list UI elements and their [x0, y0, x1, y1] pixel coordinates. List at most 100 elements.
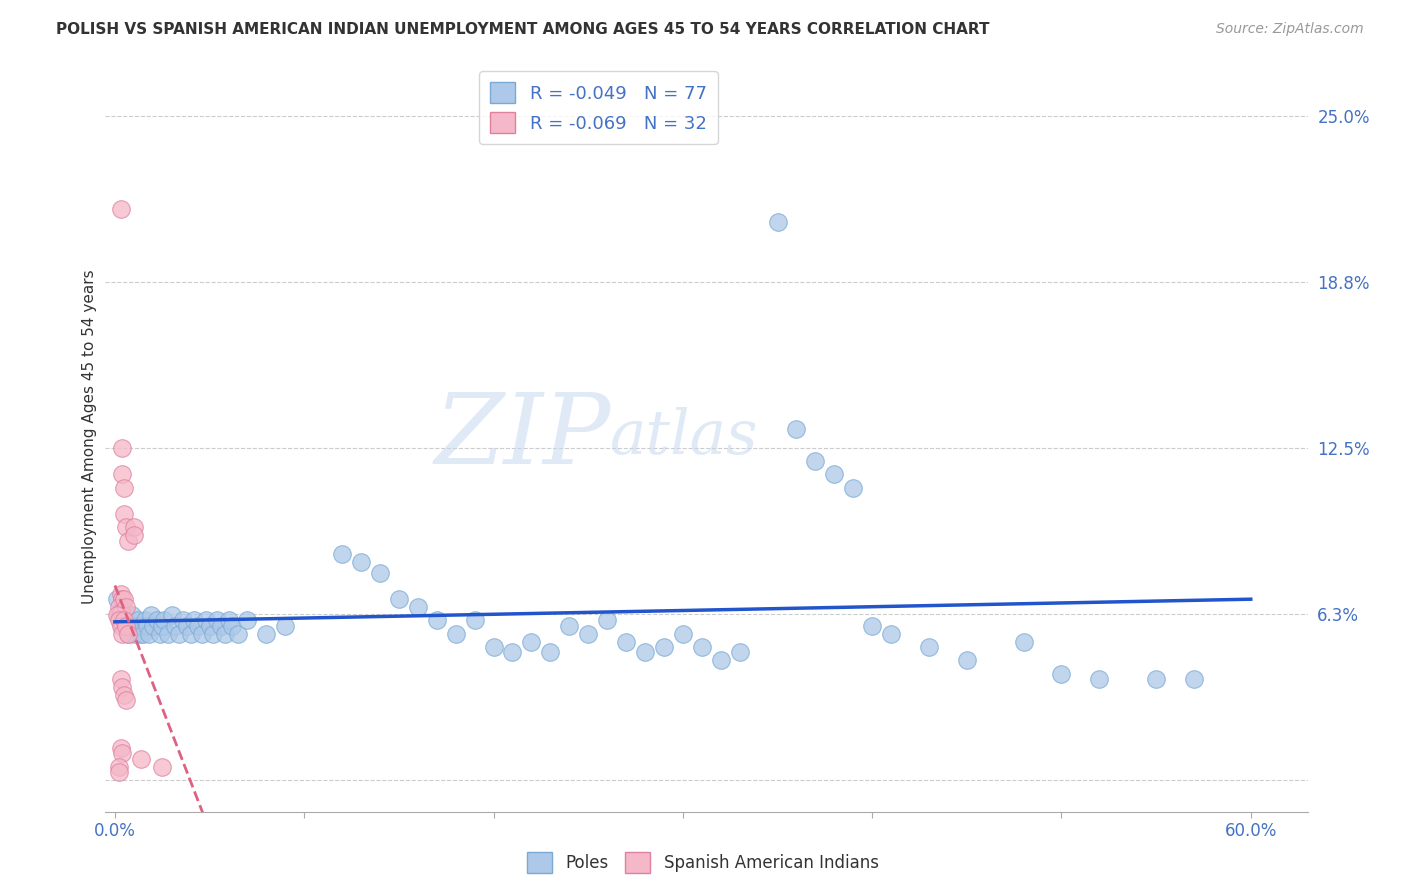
Point	[198, 618, 221, 632]
Legend: Poles, Spanish American Indians: Poles, Spanish American Indians	[520, 846, 886, 880]
Point	[111, 441, 134, 455]
Point	[226, 626, 249, 640]
Point	[112, 481, 135, 495]
Point	[150, 618, 173, 632]
Point	[194, 614, 217, 628]
Point	[107, 608, 129, 623]
Point	[110, 202, 132, 216]
Point	[368, 566, 391, 580]
Text: Source: ZipAtlas.com: Source: ZipAtlas.com	[1216, 22, 1364, 37]
Point	[111, 592, 134, 607]
Point	[131, 618, 153, 632]
Point	[634, 645, 657, 659]
Point	[110, 618, 132, 632]
Point	[122, 528, 145, 542]
Point	[111, 680, 134, 694]
Point	[115, 618, 138, 632]
Point	[218, 614, 240, 628]
Text: atlas: atlas	[610, 407, 759, 467]
Point	[172, 614, 194, 628]
Point	[105, 592, 128, 607]
Point	[149, 626, 172, 640]
Point	[107, 759, 129, 773]
Point	[110, 672, 132, 686]
Point	[111, 626, 134, 640]
Point	[1088, 672, 1111, 686]
Point	[111, 746, 134, 760]
Point	[956, 653, 979, 667]
Point	[710, 653, 733, 667]
Point	[115, 520, 138, 534]
Point	[111, 467, 134, 482]
Point	[501, 645, 523, 659]
Point	[690, 640, 713, 654]
Point	[134, 614, 156, 628]
Point	[132, 626, 155, 640]
Point	[136, 618, 159, 632]
Point	[139, 608, 162, 623]
Point	[330, 547, 353, 561]
Point	[652, 640, 675, 654]
Point	[1182, 672, 1205, 686]
Point	[110, 614, 132, 628]
Point	[596, 614, 619, 628]
Legend: R = -0.049   N = 77, R = -0.069   N = 32: R = -0.049 N = 77, R = -0.069 N = 32	[479, 71, 717, 144]
Point	[117, 626, 139, 640]
Point	[576, 626, 599, 640]
Point	[169, 626, 191, 640]
Point	[785, 422, 807, 436]
Point	[112, 603, 135, 617]
Point	[145, 614, 167, 628]
Point	[520, 634, 543, 648]
Point	[105, 608, 128, 623]
Point	[117, 533, 139, 548]
Point	[1050, 666, 1073, 681]
Point	[176, 618, 198, 632]
Point	[538, 645, 561, 659]
Point	[121, 608, 143, 623]
Point	[138, 626, 160, 640]
Point	[191, 626, 214, 640]
Point	[804, 454, 827, 468]
Point	[128, 626, 150, 640]
Point	[111, 618, 134, 632]
Point	[464, 614, 486, 628]
Point	[142, 618, 165, 632]
Point	[214, 626, 236, 640]
Point	[125, 618, 148, 632]
Point	[205, 614, 228, 628]
Point	[350, 555, 373, 569]
Point	[115, 693, 138, 707]
Point	[728, 645, 751, 659]
Point	[110, 587, 132, 601]
Point	[236, 614, 259, 628]
Y-axis label: Unemployment Among Ages 45 to 54 years: Unemployment Among Ages 45 to 54 years	[82, 269, 97, 605]
Point	[115, 614, 138, 628]
Point	[766, 215, 789, 229]
Point	[112, 507, 135, 521]
Point	[107, 600, 129, 615]
Point	[117, 626, 139, 640]
Point	[153, 614, 176, 628]
Point	[115, 600, 138, 615]
Point	[823, 467, 845, 482]
Point	[122, 520, 145, 534]
Text: POLISH VS SPANISH AMERICAN INDIAN UNEMPLOYMENT AMONG AGES 45 TO 54 YEARS CORRELA: POLISH VS SPANISH AMERICAN INDIAN UNEMPL…	[56, 22, 990, 37]
Point	[860, 618, 883, 632]
Point	[918, 640, 941, 654]
Point	[107, 614, 129, 628]
Point	[156, 626, 179, 640]
Point	[160, 608, 183, 623]
Point	[187, 618, 209, 632]
Point	[254, 626, 277, 640]
Point	[209, 618, 232, 632]
Point	[110, 741, 132, 756]
Point	[274, 618, 297, 632]
Point	[107, 764, 129, 779]
Point	[131, 751, 153, 765]
Point	[558, 618, 581, 632]
Point	[165, 618, 187, 632]
Point	[482, 640, 505, 654]
Point	[388, 592, 411, 607]
Point	[221, 618, 243, 632]
